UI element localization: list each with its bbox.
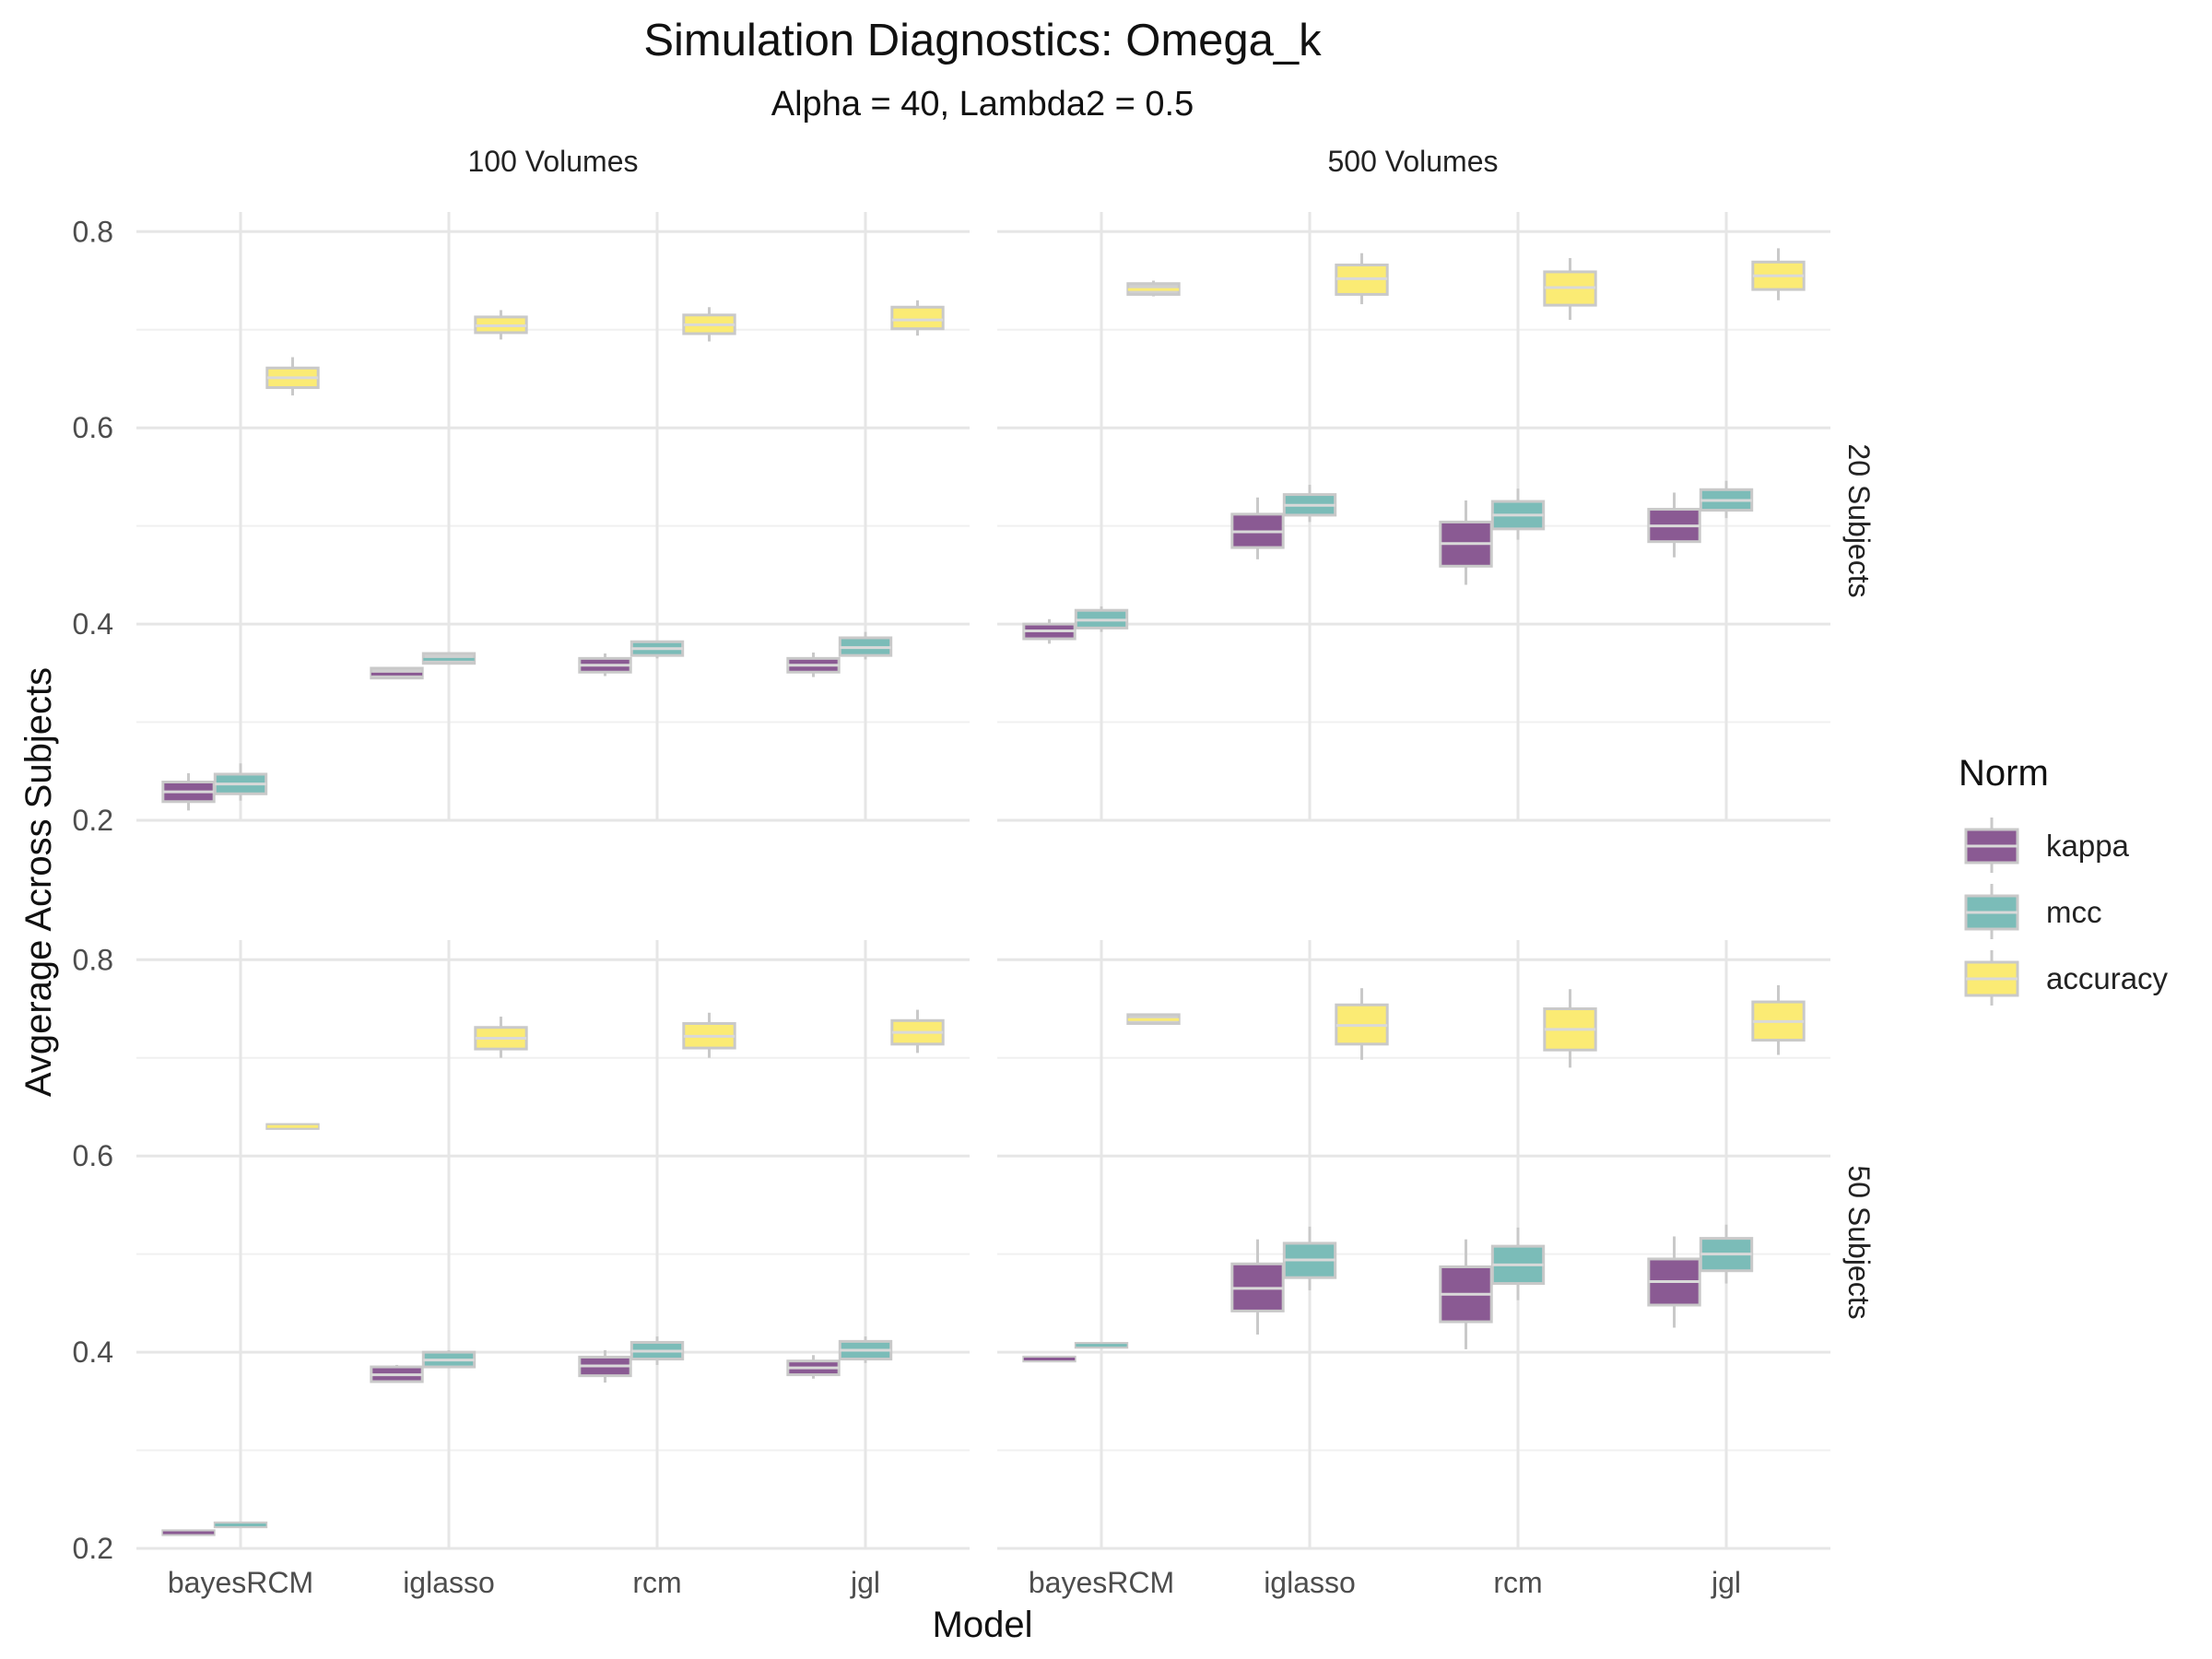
box-iglasso-accuracy	[1335, 988, 1389, 1060]
box-iglasso-kappa	[1230, 497, 1285, 559]
box-bayesRCM-mcc	[1074, 1342, 1129, 1349]
box-iqr	[890, 305, 945, 331]
x-tick-label: bayesRCM	[168, 1566, 313, 1599]
legend: Norm kappa mcc accuracy	[1959, 753, 2169, 1006]
box-rcm-mcc	[629, 640, 685, 659]
box-bayesRCM-accuracy	[1126, 280, 1181, 297]
y-tick-label: 0.2	[73, 1532, 113, 1565]
box-iglasso-kappa	[370, 666, 424, 680]
facet-strip-row-1: 20 Subjects	[1842, 443, 1876, 597]
box-iglasso-mcc	[1282, 484, 1337, 523]
box-rcm-mcc	[1490, 1227, 1546, 1300]
box-bayesRCM-kappa	[161, 1529, 216, 1536]
box-bayesRCM-accuracy	[265, 1123, 320, 1130]
box-rcm-mcc	[1490, 488, 1546, 540]
box-rcm-mcc	[629, 1336, 685, 1365]
y-tick-label: 0.8	[73, 215, 113, 248]
x-tick-label: jgl	[1711, 1566, 1741, 1599]
box-bayesRCM-accuracy	[265, 357, 320, 396]
legend-title: Norm	[1959, 753, 2049, 794]
box-rcm-accuracy	[682, 1012, 736, 1058]
box-jgl-kappa	[1647, 1236, 1701, 1328]
legend-item-mcc: mcc	[1964, 884, 2102, 939]
box-bayesRCM-kappa	[1022, 1355, 1077, 1363]
facet-strip-col-1: 100 Volumes	[467, 145, 638, 178]
y-axis-title: Avgerage Across Subjects	[18, 667, 59, 1097]
box-bayesRCM-mcc	[1074, 606, 1129, 632]
y-tick-label: 0.6	[73, 411, 113, 444]
y-tick-label: 0.4	[73, 1335, 113, 1369]
chart-subtitle: Alpha = 40, Lambda2 = 0.5	[771, 85, 1194, 124]
x-tick-label: rcm	[632, 1566, 681, 1599]
y-tick-label: 0.4	[73, 607, 113, 641]
facet-panels: 0.2 0.4 0.6 0.8 0.2 0.4 0.6 0.8 bayesRCM iglasso r…	[73, 212, 1830, 1599]
box-jgl-accuracy	[890, 300, 945, 336]
box-jgl-accuracy	[1751, 248, 1806, 300]
legend-item-kappa: kappa	[1964, 818, 2130, 873]
x-tick-label: rcm	[1493, 1566, 1542, 1599]
box-bayesRCM-mcc	[213, 763, 268, 801]
panel-r2-c1: 0.2 0.4 0.6 0.8 bayesRCM iglasso rcm jgl	[73, 940, 970, 1599]
x-tick-label: iglasso	[403, 1566, 495, 1599]
box-iglasso-mcc	[1282, 1226, 1337, 1291]
box-jgl-kappa	[786, 652, 841, 677]
box-bayesRCM-accuracy	[1126, 1013, 1181, 1025]
box-jgl-accuracy	[1751, 984, 1806, 1055]
box-iglasso-mcc	[421, 652, 477, 665]
box-rcm-kappa	[578, 1349, 632, 1383]
panel-r1-c1: 0.2 0.4 0.6 0.8	[73, 212, 970, 837]
legend-label: accuracy	[2046, 961, 2169, 995]
box-jgl-mcc	[1699, 1224, 1754, 1284]
box-iglasso-accuracy	[1335, 253, 1389, 305]
box-rcm-kappa	[578, 653, 632, 677]
box-rcm-accuracy	[1543, 258, 1597, 321]
box-jgl-mcc	[1699, 480, 1754, 519]
chart-title: Simulation Diagnostics: Omega_k	[643, 16, 1322, 65]
box-rcm-kappa	[1439, 1239, 1493, 1349]
x-tick-label: bayesRCM	[1029, 1566, 1174, 1599]
legend-label: mcc	[2046, 895, 2102, 929]
box-jgl-accuracy	[890, 1009, 945, 1053]
box-iglasso-mcc	[421, 1349, 477, 1369]
box-bayesRCM-kappa	[161, 772, 216, 811]
box-rcm-accuracy	[1543, 989, 1597, 1068]
box-iglasso-accuracy	[474, 310, 528, 340]
panel-r1-c2	[997, 212, 1830, 822]
box-iglasso-kappa	[1230, 1239, 1285, 1335]
facet-strip-col-2: 500 Volumes	[1327, 145, 1498, 178]
box-rcm-kappa	[1439, 500, 1493, 585]
legend-label: kappa	[2046, 829, 2130, 863]
box-iglasso-kappa	[370, 1364, 424, 1383]
legend-item-accuracy: accuracy	[1964, 950, 2169, 1006]
y-tick-label: 0.8	[73, 943, 113, 976]
box-jgl-mcc	[838, 1336, 893, 1363]
x-axis-title: Model	[933, 1605, 1033, 1645]
x-tick-label: iglasso	[1264, 1566, 1356, 1599]
box-bayesRCM-mcc	[213, 1521, 268, 1529]
box-jgl-kappa	[786, 1355, 841, 1379]
facet-strip-row-2: 50 Subjects	[1842, 1165, 1876, 1319]
box-jgl-kappa	[1647, 492, 1701, 558]
x-tick-label: jgl	[850, 1566, 880, 1599]
panel-r2-c2: bayesRCM iglasso rcm jgl	[997, 940, 1830, 1599]
box-rcm-accuracy	[682, 307, 736, 342]
y-tick-label: 0.6	[73, 1139, 113, 1172]
box-jgl-mcc	[838, 631, 893, 660]
y-tick-label: 0.2	[73, 804, 113, 837]
box-bayesRCM-kappa	[1022, 618, 1077, 644]
box-iglasso-accuracy	[474, 1017, 528, 1058]
